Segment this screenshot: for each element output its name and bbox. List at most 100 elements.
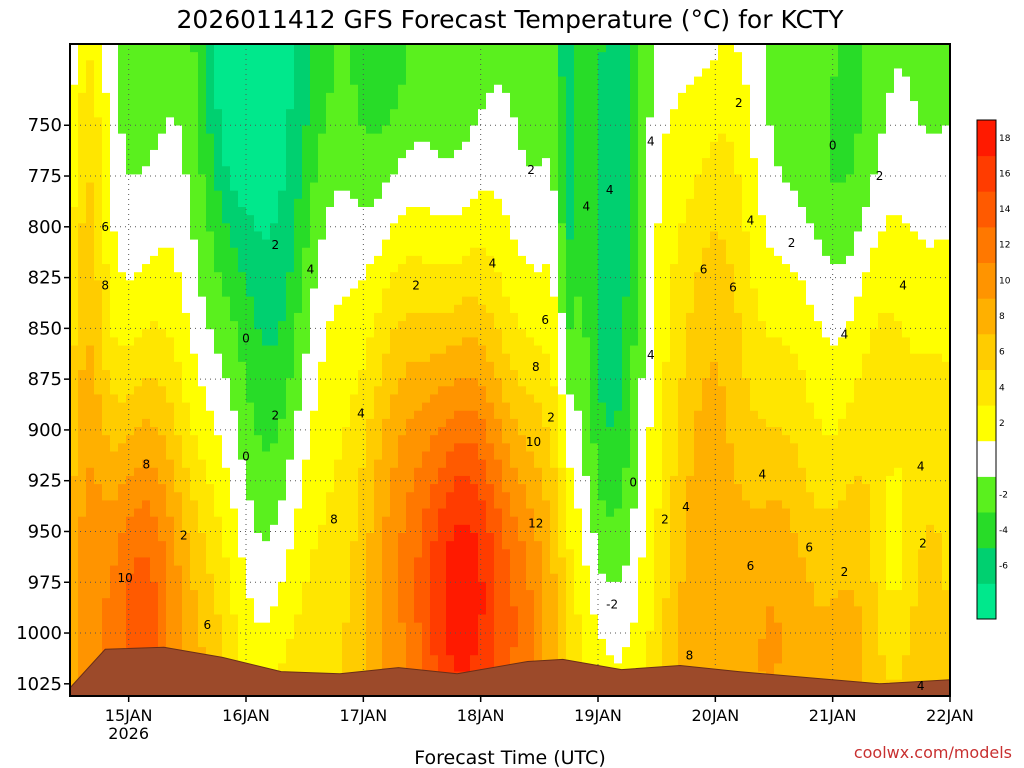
field-cell xyxy=(486,549,495,559)
field-cell xyxy=(214,410,223,420)
field-cell xyxy=(86,630,95,640)
field-cell xyxy=(390,598,399,607)
field-cell xyxy=(302,557,311,567)
field-cell xyxy=(510,272,519,281)
field-cell xyxy=(358,44,367,53)
field-cell xyxy=(190,166,199,175)
field-cell xyxy=(550,394,559,404)
field-cell xyxy=(446,565,455,575)
field-cell xyxy=(302,663,311,673)
field-cell xyxy=(110,312,119,322)
field-cell xyxy=(454,549,463,559)
field-cell xyxy=(446,630,455,640)
field-cell xyxy=(126,386,135,396)
field-cell xyxy=(118,231,127,241)
field-cell xyxy=(86,345,95,355)
field-cell xyxy=(278,370,287,379)
field-cell xyxy=(254,606,263,616)
field-cell xyxy=(486,492,495,501)
field-cell xyxy=(158,44,167,53)
field-cell xyxy=(238,231,247,241)
field-cell xyxy=(270,182,279,192)
field-cell xyxy=(286,109,295,118)
field-cell xyxy=(510,125,519,135)
field-cell xyxy=(342,166,351,175)
field-cell xyxy=(286,158,295,167)
field-cell xyxy=(366,565,375,575)
field-cell xyxy=(542,255,551,265)
field-cell xyxy=(198,581,207,591)
field-cell xyxy=(262,451,271,461)
field-cell xyxy=(206,614,215,624)
field-cell xyxy=(262,190,271,200)
field-cell xyxy=(446,549,455,559)
field-cell xyxy=(550,190,559,200)
field-cell xyxy=(150,427,159,436)
field-cell xyxy=(518,158,527,167)
field-cell xyxy=(134,174,143,184)
field-cell xyxy=(182,418,191,428)
field-cell xyxy=(174,141,183,151)
field-cell xyxy=(94,638,103,648)
field-cell xyxy=(286,427,295,436)
field-cell xyxy=(286,272,295,281)
field-cell xyxy=(70,141,79,151)
field-cell xyxy=(134,44,143,53)
field-cell xyxy=(150,272,159,281)
field-cell xyxy=(118,280,127,290)
field-cell xyxy=(70,508,79,518)
field-cell xyxy=(254,149,263,159)
field-cell xyxy=(430,60,439,70)
field-cell xyxy=(86,418,95,428)
field-cell xyxy=(86,68,95,78)
field-cell xyxy=(166,337,175,347)
field-cell xyxy=(454,475,463,485)
field-cell xyxy=(262,215,271,224)
field-cell xyxy=(334,223,343,233)
field-cell xyxy=(342,427,351,436)
field-cell xyxy=(158,247,167,257)
field-cell xyxy=(366,549,375,559)
field-cell xyxy=(198,255,207,265)
field-cell xyxy=(566,182,575,192)
field-cell xyxy=(382,215,391,224)
field-cell xyxy=(390,516,399,526)
field-cell xyxy=(222,92,231,102)
field-cell xyxy=(126,329,135,338)
field-cell xyxy=(206,451,215,461)
field-cell xyxy=(446,231,455,241)
field-cell xyxy=(70,361,79,371)
field-cell xyxy=(158,92,167,102)
field-cell xyxy=(470,158,479,167)
field-cell xyxy=(230,459,239,469)
field-cell xyxy=(310,451,319,461)
field-cell xyxy=(142,565,151,575)
field-cell xyxy=(254,280,263,290)
field-cell xyxy=(294,231,303,241)
field-cell xyxy=(390,68,399,78)
field-cell xyxy=(182,598,191,607)
field-cell xyxy=(238,606,247,616)
field-cell xyxy=(158,76,167,86)
field-cell xyxy=(326,166,335,175)
field-cell xyxy=(526,361,535,371)
field-cell xyxy=(462,312,471,322)
field-cell xyxy=(118,443,127,453)
field-cell xyxy=(382,475,391,485)
field-cell xyxy=(206,247,215,257)
field-cell xyxy=(198,329,207,338)
field-cell xyxy=(326,133,335,143)
field-cell xyxy=(398,272,407,281)
field-cell xyxy=(374,329,383,338)
field-cell xyxy=(126,402,135,412)
field-cell xyxy=(374,280,383,290)
field-cell xyxy=(230,394,239,404)
field-cell xyxy=(494,141,503,151)
field-cell xyxy=(310,166,319,175)
field-cell xyxy=(78,76,87,86)
field-cell xyxy=(150,182,159,192)
field-cell xyxy=(406,60,415,70)
field-cell xyxy=(126,467,135,477)
field-cell xyxy=(230,337,239,347)
field-cell xyxy=(438,174,447,184)
